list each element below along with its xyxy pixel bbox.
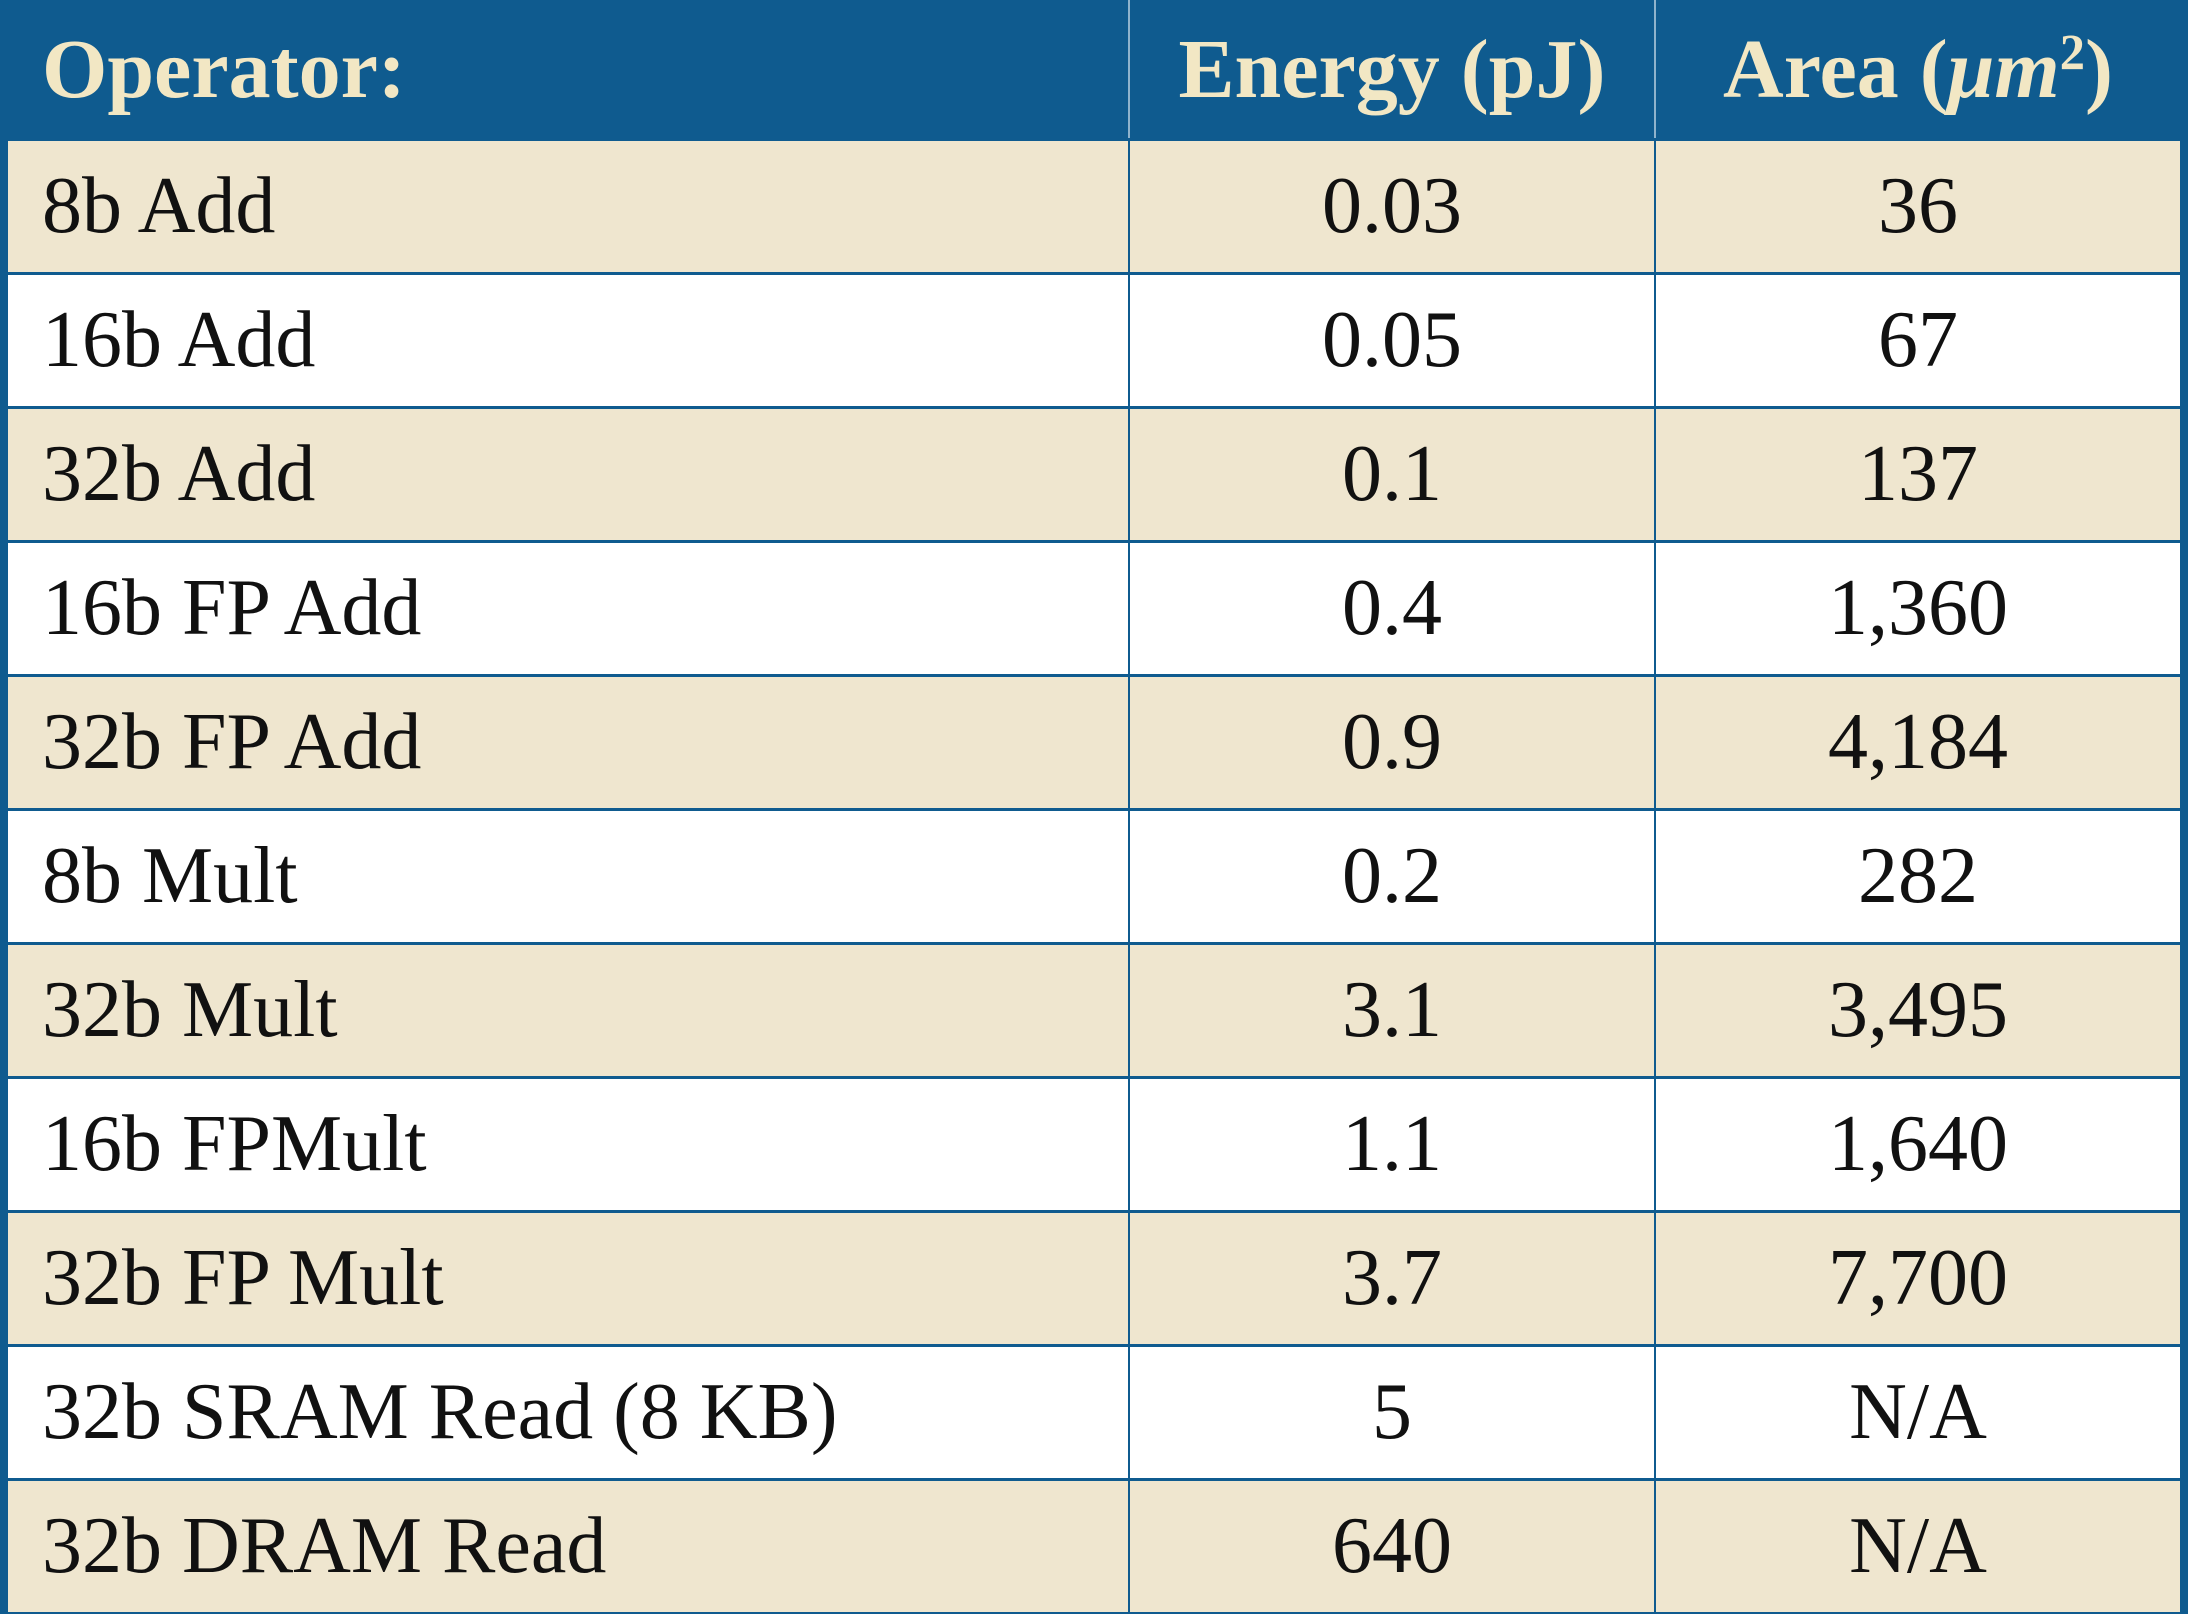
table-row: 32b FP Mult 3.7 7,700 — [8, 1210, 2180, 1346]
energy-cell: 0.05 — [1129, 272, 1656, 408]
header-operator: Operator: — [8, 0, 1130, 140]
operator-cell: 8b Add — [8, 138, 1130, 274]
operator-cell: 32b SRAM Read (8 KB) — [8, 1344, 1130, 1480]
table-row: 32b SRAM Read (8 KB) 5 N/A — [8, 1344, 2180, 1480]
operator-cell: 32b FP Mult — [8, 1210, 1130, 1346]
operator-cell: 16b Add — [8, 272, 1130, 408]
header-area-unit: μm — [1947, 22, 2060, 116]
table-row: 32b FP Add 0.9 4,184 — [8, 674, 2180, 810]
table-row: 16b FP Add 0.4 1,360 — [8, 540, 2180, 676]
table-row: 32b Add 0.1 137 — [8, 406, 2180, 542]
operator-cell: 32b FP Add — [8, 674, 1130, 810]
header-area-prefix: Area ( — [1723, 22, 1948, 116]
area-cell: N/A — [1655, 1478, 2180, 1612]
operator-cell: 16b FP Add — [8, 540, 1130, 676]
area-cell: 3,495 — [1655, 942, 2180, 1078]
energy-cell: 1.1 — [1129, 1076, 1656, 1212]
operator-table: Operator: Energy (pJ) Area (μm2) 8b Add … — [8, 0, 2180, 1612]
header-energy: Energy (pJ) — [1129, 0, 1656, 140]
operator-cell: 16b FPMult — [8, 1076, 1130, 1212]
area-cell: 137 — [1655, 406, 2180, 542]
operator-cell: 32b DRAM Read — [8, 1478, 1130, 1612]
energy-cell: 640 — [1129, 1478, 1656, 1612]
energy-cell: 0.03 — [1129, 138, 1656, 274]
operator-cell: 8b Mult — [8, 808, 1130, 944]
operator-cell: 32b Mult — [8, 942, 1130, 1078]
area-cell: 282 — [1655, 808, 2180, 944]
table-row: 8b Mult 0.2 282 — [8, 808, 2180, 944]
table-row: 16b FPMult 1.1 1,640 — [8, 1076, 2180, 1212]
header-area-suffix: ) — [2084, 22, 2113, 116]
table-row: 32b DRAM Read 640 N/A — [8, 1478, 2180, 1612]
energy-cell: 5 — [1129, 1344, 1656, 1480]
energy-cell: 3.7 — [1129, 1210, 1656, 1346]
energy-cell: 0.4 — [1129, 540, 1656, 676]
area-cell: 7,700 — [1655, 1210, 2180, 1346]
energy-cell: 0.9 — [1129, 674, 1656, 810]
table-row: 16b Add 0.05 67 — [8, 272, 2180, 408]
energy-cell: 3.1 — [1129, 942, 1656, 1078]
header-area: Area (μm2) — [1655, 0, 2180, 140]
operator-cell: 32b Add — [8, 406, 1130, 542]
area-cell: 4,184 — [1655, 674, 2180, 810]
table-row: 32b Mult 3.1 3,495 — [8, 942, 2180, 1078]
area-cell: 1,360 — [1655, 540, 2180, 676]
area-cell: 36 — [1655, 138, 2180, 274]
area-cell: N/A — [1655, 1344, 2180, 1480]
energy-cell: 0.1 — [1129, 406, 1656, 542]
area-cell: 1,640 — [1655, 1076, 2180, 1212]
header-area-exponent: 2 — [2059, 23, 2085, 80]
energy-cell: 0.2 — [1129, 808, 1656, 944]
header-row: Operator: Energy (pJ) Area (μm2) — [8, 0, 2180, 140]
table-row: 8b Add 0.03 36 — [8, 138, 2180, 274]
area-cell: 67 — [1655, 272, 2180, 408]
